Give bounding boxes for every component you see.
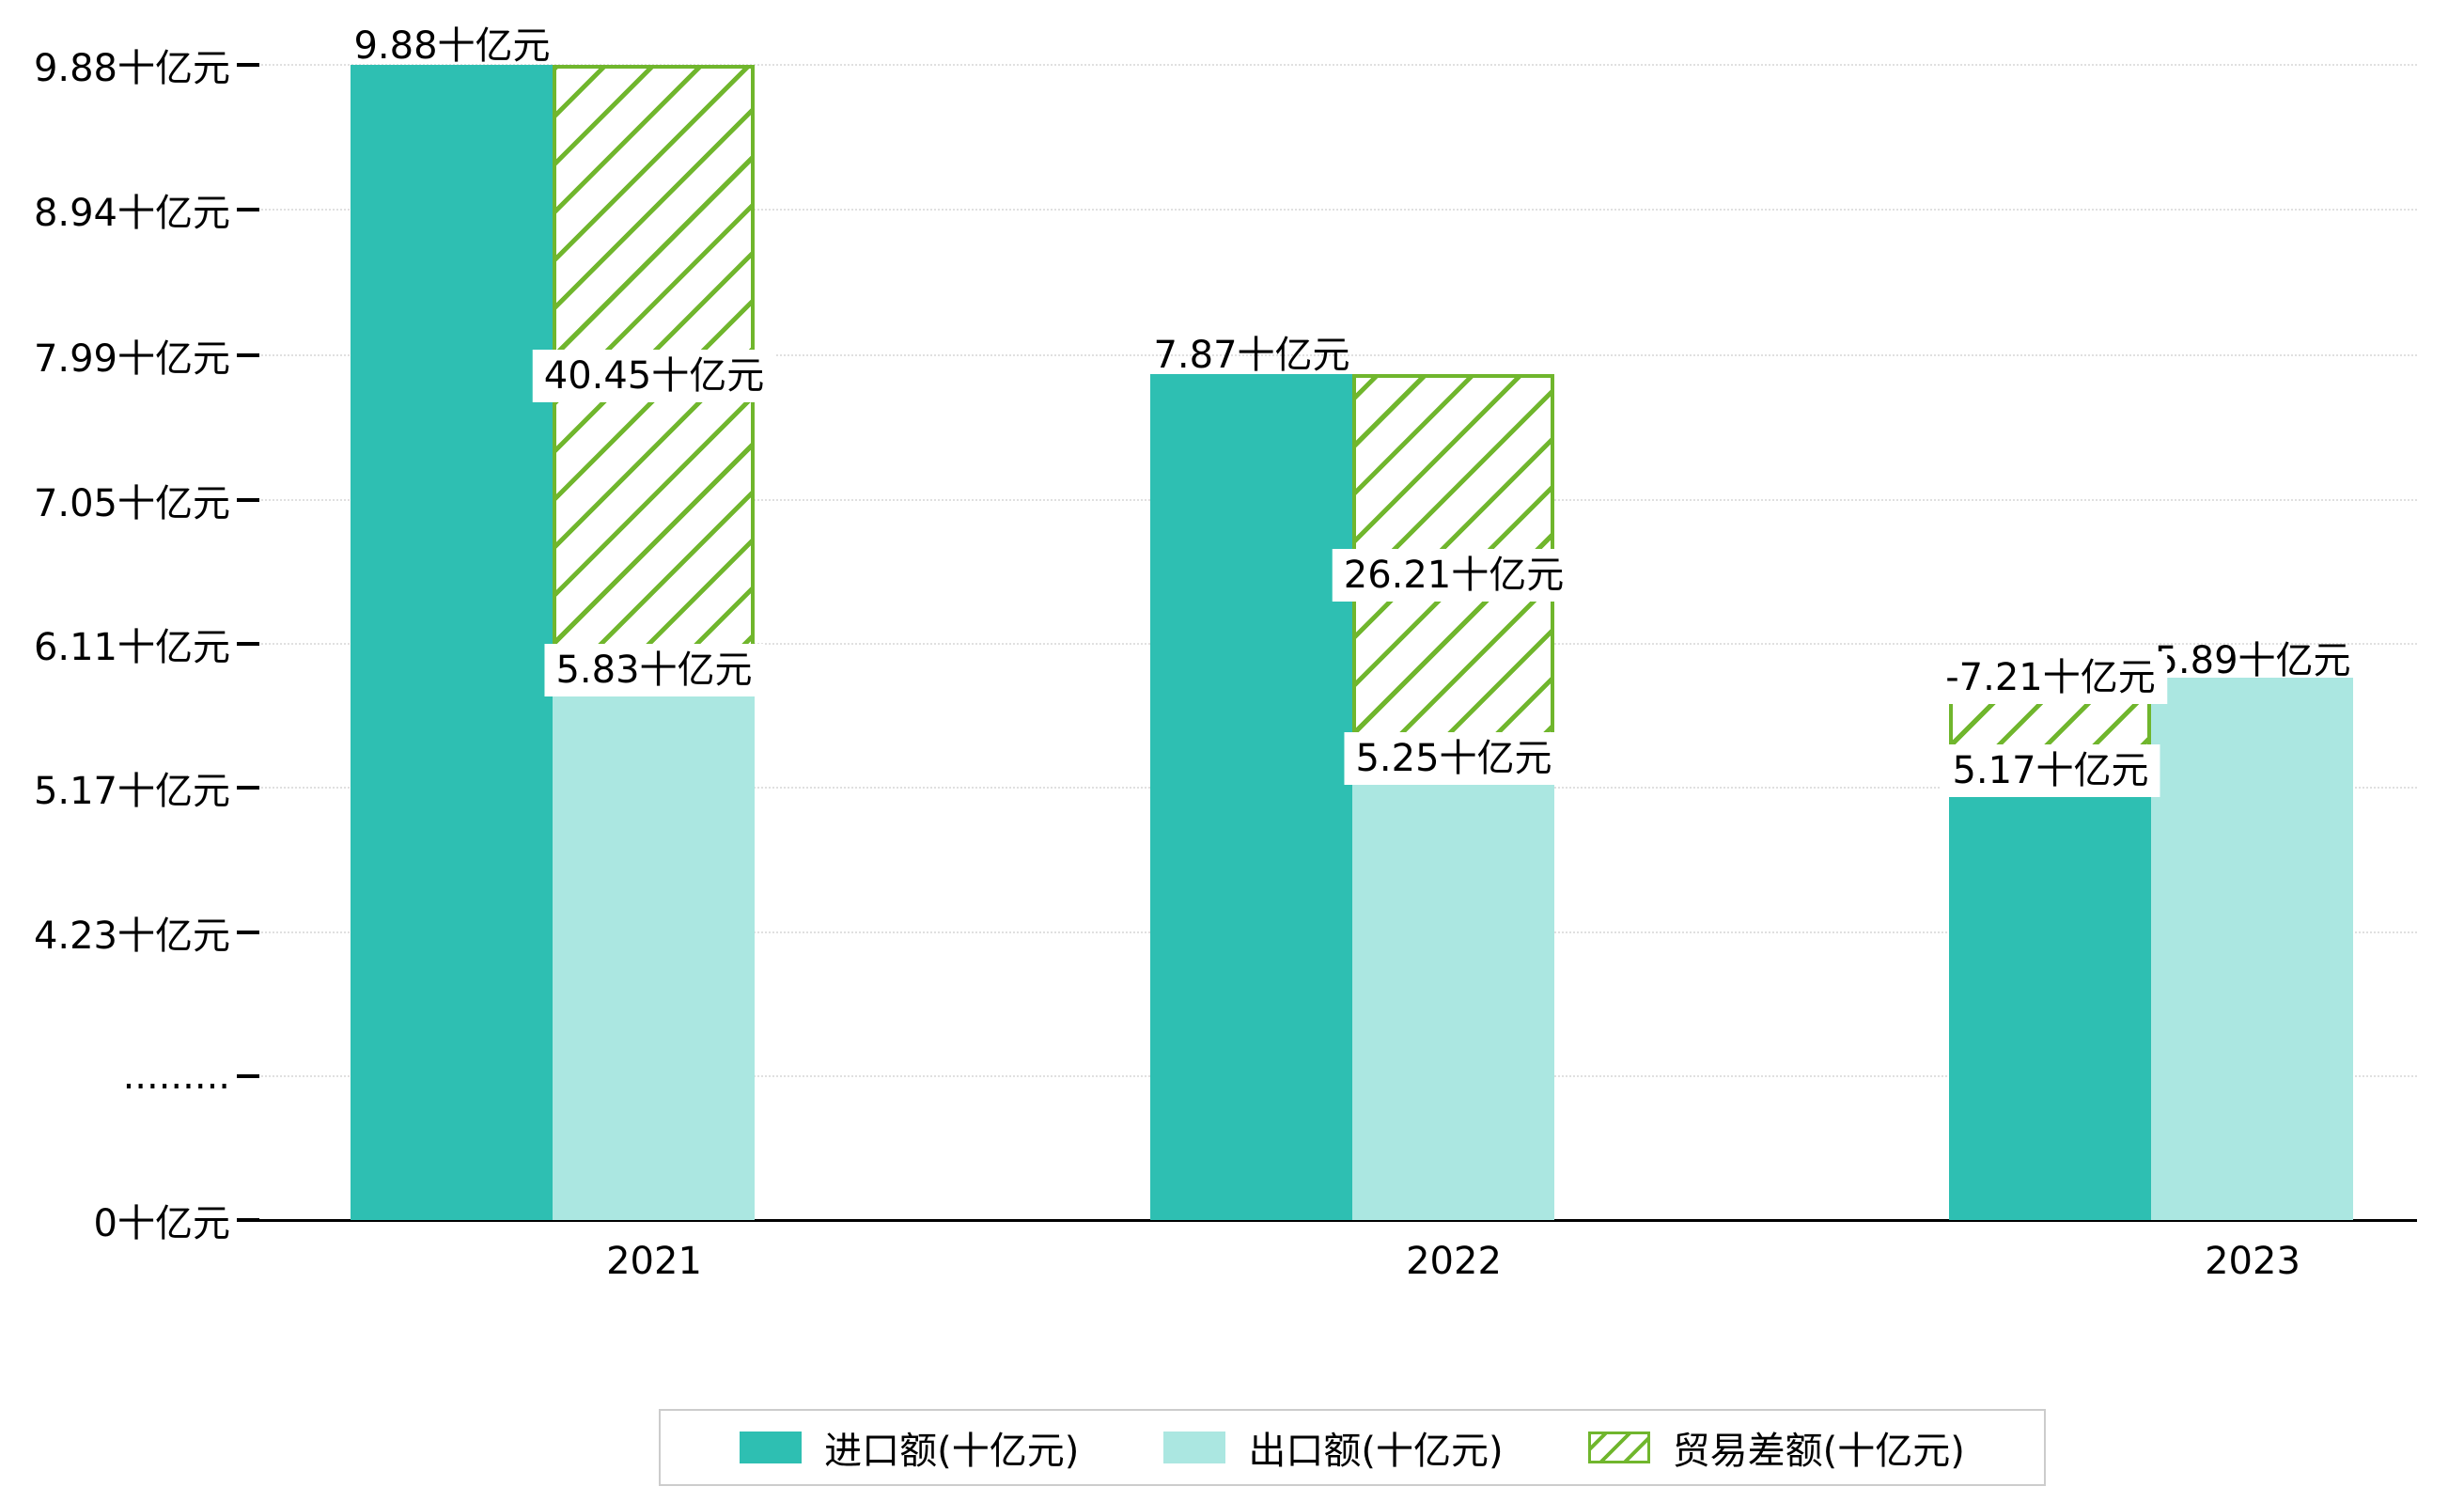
y-tick-label: 4.23十亿元 [33, 915, 230, 958]
bar-value-label: 5.83十亿元 [544, 644, 764, 696]
legend-item-export[interactable]: 出口额(十亿元) [1163, 1420, 1504, 1475]
import-swatch-icon [740, 1432, 803, 1463]
import-bar-2022[interactable] [1150, 374, 1352, 1220]
gridline [249, 209, 2417, 211]
bar-value-label: 7.87十亿元 [1153, 334, 1350, 377]
y-tick-mark [237, 353, 259, 357]
bar-value-label: 40.45十亿元 [532, 350, 776, 402]
y-tick-mark [237, 1074, 259, 1078]
export-bar-2022[interactable] [1352, 775, 1554, 1220]
y-tick-label: 7.99十亿元 [33, 337, 230, 381]
balance-hatch-swatch-icon [1587, 1432, 1650, 1463]
y-tick-mark [237, 1218, 259, 1222]
y-tick-label: 0十亿元 [93, 1202, 230, 1245]
gridline [249, 354, 2417, 356]
x-axis-line [249, 1219, 2417, 1222]
y-tick-mark [237, 931, 259, 934]
legend-item-balance[interactable]: 贸易差额(十亿元) [1587, 1420, 1965, 1475]
import-bar-2021[interactable] [351, 65, 553, 1220]
y-tick-label: ......... [122, 1055, 230, 1098]
x-axis-label: 2023 [2205, 1240, 2300, 1283]
legend-label-import: 进口额(十亿元) [824, 1430, 1080, 1473]
legend-label-export: 出口额(十亿元) [1248, 1430, 1504, 1473]
bar-value-label: 5.17十亿元 [1941, 744, 2160, 797]
export-swatch-icon [1163, 1432, 1226, 1463]
legend-item-import[interactable]: 进口额(十亿元) [740, 1420, 1079, 1475]
y-tick-label: 5.17十亿元 [33, 770, 230, 813]
export-bar-2023[interactable] [2151, 678, 2353, 1220]
legend-label-balance: 贸易差额(十亿元) [1672, 1430, 1965, 1473]
export-bar-2021[interactable] [553, 687, 755, 1220]
y-tick-label: 8.94十亿元 [33, 192, 230, 235]
x-axis-label: 2022 [1406, 1240, 1502, 1283]
y-tick-mark [237, 786, 259, 790]
bar-value-label: 5.25十亿元 [1344, 732, 1564, 785]
y-tick-mark [237, 498, 259, 502]
bar-value-label: 9.88十亿元 [353, 24, 551, 68]
bar-value-label: 26.21十亿元 [1332, 549, 1576, 602]
y-tick-label: 9.88十亿元 [33, 47, 230, 90]
bar-value-label: 5.89十亿元 [2154, 639, 2351, 682]
y-tick-label: 7.05十亿元 [33, 482, 230, 525]
y-tick-mark [237, 208, 259, 211]
x-axis-label: 2021 [606, 1240, 702, 1283]
y-tick-mark [237, 63, 259, 67]
bar-value-label: -7.21十亿元 [1934, 651, 2167, 704]
import-bar-2023[interactable] [1949, 788, 2151, 1220]
y-tick-label: 6.11十亿元 [33, 626, 230, 669]
y-tick-mark [237, 642, 259, 646]
legend: 进口额(十亿元) 出口额(十亿元) 贸易差额(十亿元) [659, 1409, 2046, 1486]
gridline [249, 64, 2417, 66]
